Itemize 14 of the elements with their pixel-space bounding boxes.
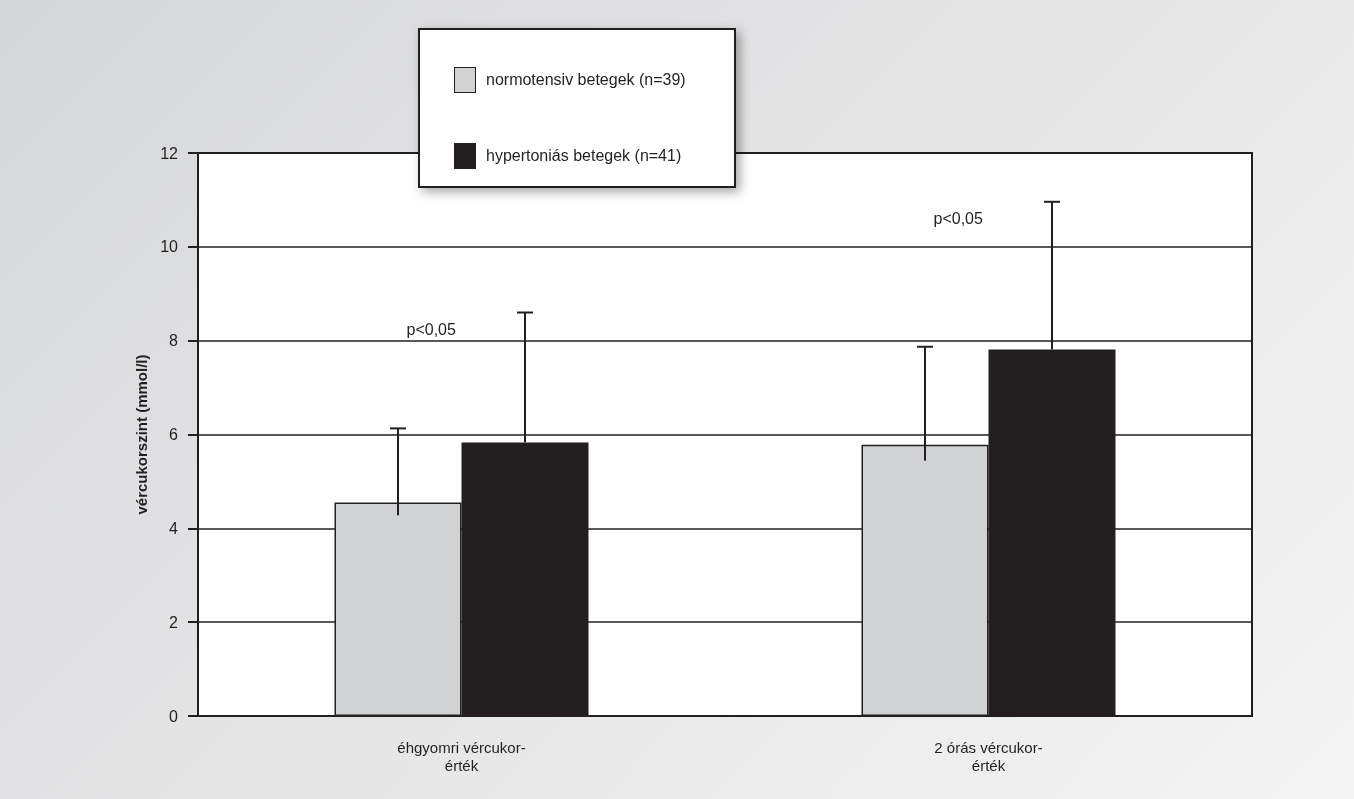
y-tick-label: 12 [160, 144, 179, 162]
annotation: p<0,05 [933, 209, 983, 228]
y-axis-title: vércukorszint (mmol/l) [133, 354, 151, 515]
y-tick-label: 8 [169, 332, 179, 350]
annotation: p<0,05 [406, 320, 456, 339]
y-tick-label: 0 [169, 707, 179, 725]
y-tick-label: 6 [169, 426, 179, 443]
legend-label: hypertoniás betegek (n=41) [486, 147, 682, 165]
x-tick-label: éhgyomri vércukor- érték [397, 738, 526, 774]
y-tick-label: 4 [169, 519, 179, 537]
y-tick-label: 10 [160, 238, 179, 256]
x-tick-label: 2 órás vércukor- érték [934, 738, 1043, 774]
y-tick-label: 2 [169, 613, 179, 631]
legend-label: normotensiv betegek (n=39) [486, 71, 686, 89]
